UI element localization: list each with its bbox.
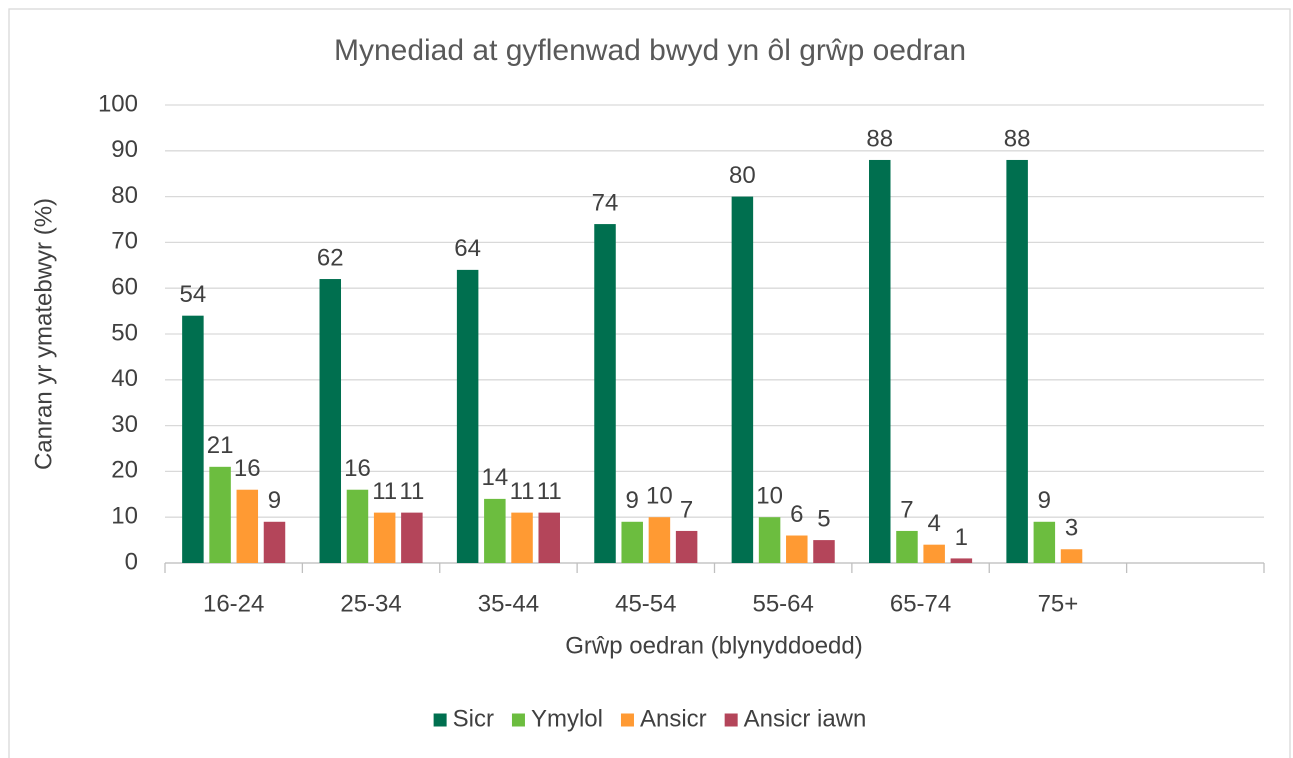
bar bbox=[621, 521, 643, 563]
bar bbox=[319, 279, 342, 563]
data-label: 7 bbox=[680, 496, 693, 523]
legend-label: Ymylol bbox=[531, 705, 603, 732]
bar bbox=[1033, 521, 1056, 563]
legend-swatch bbox=[724, 713, 738, 727]
bar bbox=[675, 530, 698, 563]
bar bbox=[236, 489, 259, 563]
data-label: 16 bbox=[234, 455, 261, 482]
data-label: 9 bbox=[626, 487, 639, 514]
bar bbox=[209, 466, 231, 563]
data-label: 88 bbox=[1004, 125, 1031, 152]
y-tick-label: 40 bbox=[111, 365, 138, 392]
bar bbox=[758, 517, 781, 563]
y-tick-label: 50 bbox=[111, 319, 138, 346]
data-label: 62 bbox=[317, 244, 344, 271]
bar bbox=[401, 512, 423, 563]
data-label: 14 bbox=[481, 464, 508, 491]
data-label: 11 bbox=[537, 478, 562, 505]
bar bbox=[950, 558, 973, 563]
y-tick-label: 30 bbox=[111, 411, 138, 438]
y-axis-label: Canran yr ymatebwyr (%) bbox=[30, 198, 57, 470]
chart-border bbox=[8, 8, 1291, 758]
legend-label: Ansicr iawn bbox=[744, 705, 867, 732]
legend-swatch bbox=[620, 713, 634, 727]
bar bbox=[511, 512, 533, 563]
legend-label: Ansicr bbox=[640, 705, 707, 732]
bar bbox=[813, 540, 835, 563]
x-tick-label: 75+ bbox=[1038, 590, 1079, 617]
bar bbox=[263, 521, 286, 563]
data-label: 74 bbox=[592, 189, 619, 216]
x-tick-label: 65-74 bbox=[890, 590, 951, 617]
x-tick-label: 35-44 bbox=[478, 590, 539, 617]
legend-label: Sicr bbox=[453, 705, 494, 732]
data-label: 11 bbox=[510, 478, 535, 505]
y-tick-label: 90 bbox=[111, 136, 138, 163]
data-label: 54 bbox=[180, 281, 207, 308]
data-label: 64 bbox=[454, 235, 481, 262]
bar bbox=[373, 512, 396, 563]
y-tick-label: 20 bbox=[111, 457, 138, 484]
data-label: 4 bbox=[927, 510, 940, 537]
x-tick-label: 55-64 bbox=[752, 590, 813, 617]
x-tick-label: 25-34 bbox=[340, 590, 401, 617]
bar bbox=[346, 489, 369, 563]
data-label: 10 bbox=[646, 483, 673, 510]
data-label: 21 bbox=[207, 432, 234, 459]
y-tick-label: 60 bbox=[111, 274, 138, 301]
y-tick-label: 10 bbox=[111, 503, 138, 530]
bar bbox=[923, 544, 945, 563]
bar bbox=[1006, 159, 1028, 563]
data-label: 16 bbox=[344, 455, 371, 482]
y-tick-label: 0 bbox=[125, 548, 138, 575]
data-label: 5 bbox=[817, 505, 830, 532]
data-label: 9 bbox=[1038, 487, 1051, 514]
data-label: 6 bbox=[790, 501, 803, 528]
x-tick-label: 45-54 bbox=[615, 590, 676, 617]
bar bbox=[1060, 549, 1083, 563]
data-label: 3 bbox=[1065, 515, 1078, 542]
data-label: 7 bbox=[900, 496, 913, 523]
bar bbox=[786, 535, 808, 563]
data-label: 9 bbox=[268, 487, 281, 514]
data-label: 88 bbox=[866, 125, 893, 152]
bar bbox=[869, 159, 891, 563]
bar bbox=[648, 517, 671, 563]
x-axis-label: Grŵp oedran (blynyddoedd) bbox=[565, 632, 863, 659]
y-tick-label: 70 bbox=[111, 228, 138, 255]
legend: Sicr Ymylol Ansicr Ansicr iawn bbox=[433, 705, 867, 732]
bar bbox=[182, 315, 204, 563]
bar bbox=[456, 269, 479, 563]
data-label: 10 bbox=[756, 483, 783, 510]
legend-swatch bbox=[511, 713, 525, 727]
y-tick-label: 100 bbox=[98, 90, 138, 117]
data-label: 80 bbox=[729, 162, 756, 189]
bar bbox=[484, 498, 506, 563]
bar bbox=[538, 512, 560, 563]
data-label: 11 bbox=[372, 478, 397, 505]
data-label: 1 bbox=[955, 524, 968, 551]
legend-swatch bbox=[433, 713, 447, 727]
bar bbox=[731, 196, 754, 563]
y-tick-label: 80 bbox=[111, 182, 138, 209]
bar bbox=[896, 530, 918, 563]
bar bbox=[594, 224, 616, 563]
data-label: 11 bbox=[399, 478, 424, 505]
chart-title: Mynediad at gyflenwad bwyd yn ôl grŵp oe… bbox=[334, 34, 966, 67]
x-tick-label: 16-24 bbox=[203, 590, 264, 617]
